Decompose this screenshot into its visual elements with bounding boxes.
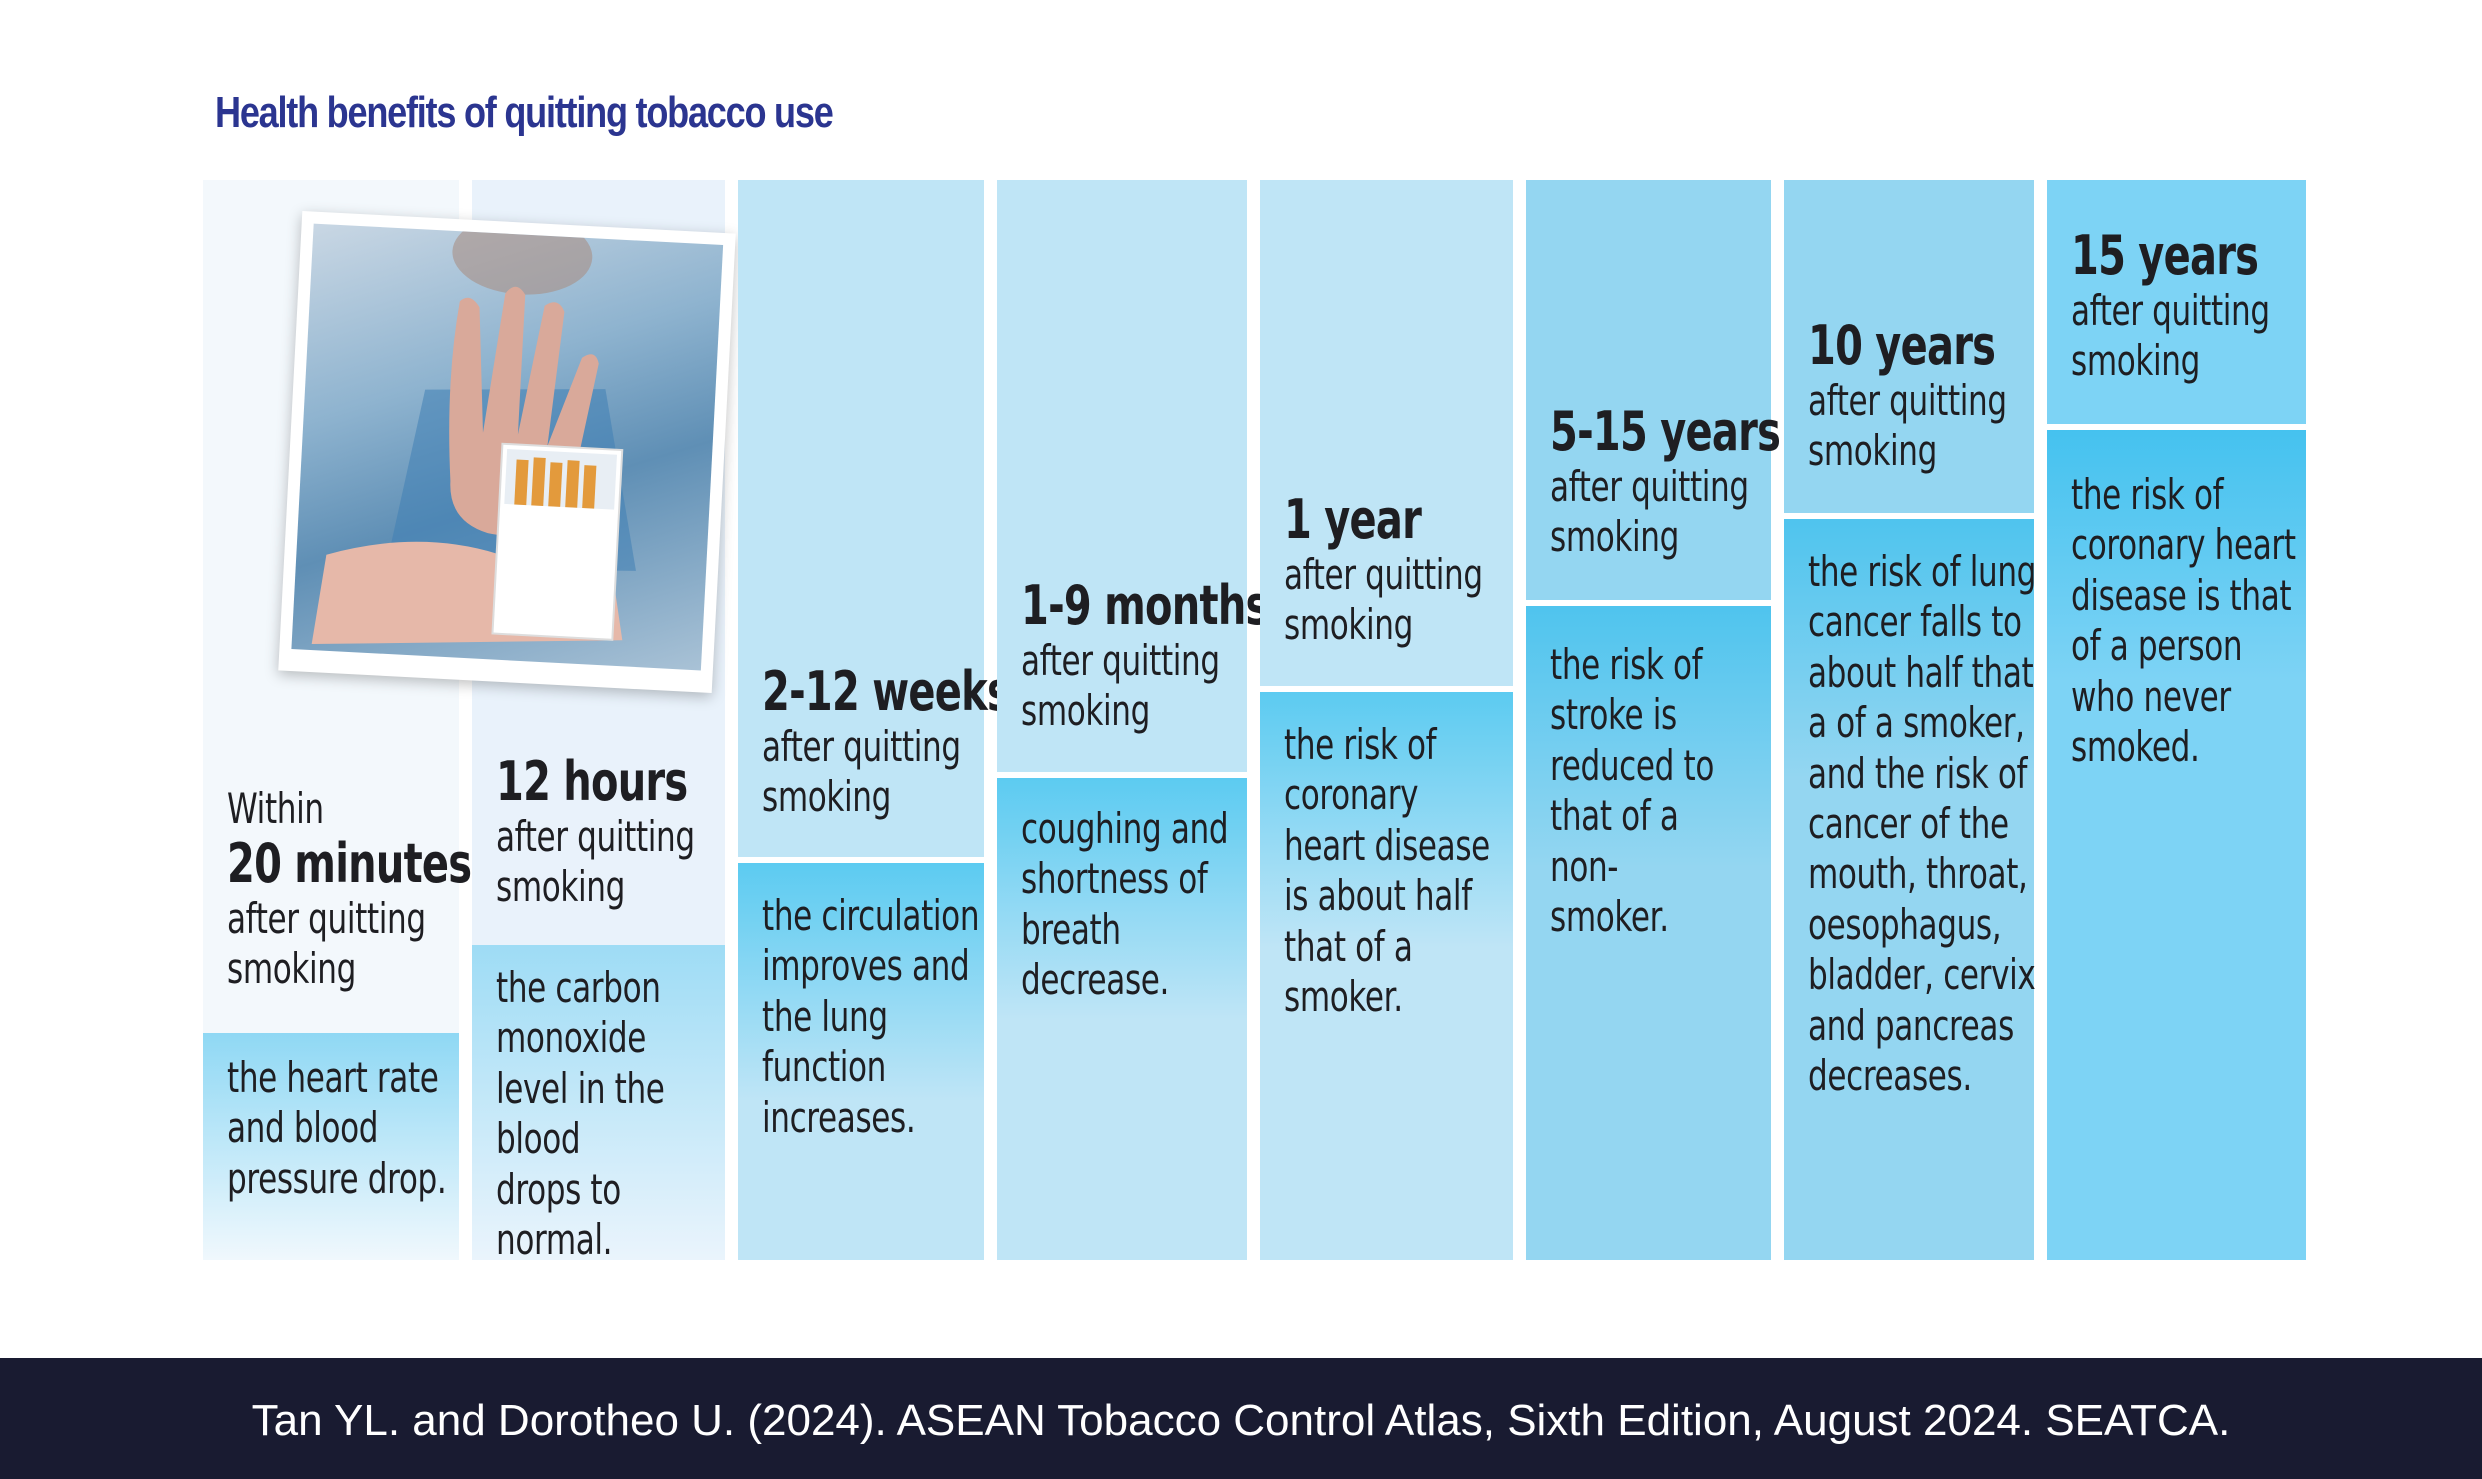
period-after: after quitting smoking (2071, 286, 2270, 386)
benefit-text: the heart rate and blood pressure drop. (227, 1053, 447, 1203)
benefit-text: the risk of lung cancer falls to about h… (1808, 547, 2037, 1100)
benefit-text: the circulation improves and the lung fu… (762, 891, 980, 1142)
period-label: 5-15 years (1550, 400, 1781, 463)
benefit-text: the risk of coronary heart disease is ab… (1284, 720, 1490, 1021)
benefit-box: the carbon monoxide level in the blood d… (472, 945, 725, 1264)
period-header: 5-15 years after quitting smoking (1526, 180, 1781, 600)
period-header: 15 years after quitting smoking (2047, 180, 2306, 424)
benefit-box: the risk of coronary heart disease is ab… (1260, 692, 1513, 1260)
period-after: after quitting smoking (1021, 636, 1220, 736)
timeline-column-1-year: 1 year after quitting smoking the risk o… (1260, 180, 1513, 1260)
period-header: 1 year after quitting smoking (1260, 180, 1513, 686)
benefit-text: the risk of coronary heart disease is th… (2071, 470, 2296, 771)
period-header: 1-9 months after quitting smoking (997, 180, 1269, 772)
source-citation: Tan YL. and Dorotheo U. (2024). ASEAN To… (251, 1396, 2231, 1445)
timeline-column-10-years: 10 years after quitting smoking the risk… (1784, 180, 2036, 1260)
infographic-title: Health benefits of quitting tobacco use (215, 88, 834, 137)
photo-illustration (311, 223, 636, 645)
period-label: 1-9 months (1021, 574, 1269, 637)
period-label: 2-12 weeks (762, 660, 1011, 723)
benefit-box: the heart rate and blood pressure drop. (203, 1033, 459, 1260)
period-label: 10 years (1808, 314, 1996, 377)
period-after: after quitting smoking (762, 722, 961, 822)
benefit-box: the risk of coronary heart disease is th… (2047, 430, 2306, 1260)
benefit-box: coughing and shortness of breath decreas… (997, 778, 1247, 1260)
timeline-column-2-12-weeks: 2-12 weeks after quitting smoking the ci… (738, 180, 1011, 1260)
period-after: after quitting smoking (227, 894, 426, 993)
benefit-text: coughing and shortness of breath decreas… (1021, 804, 1229, 1005)
period-after: after quitting smoking (1808, 376, 2007, 476)
source-footer: Tan YL. and Dorotheo U. (2024). ASEAN To… (0, 1358, 2482, 1479)
period-header: 2-12 weeks after quitting smoking (738, 180, 1011, 857)
period-after: after quitting smoking (1284, 550, 1483, 650)
period-after: after quitting smoking (1550, 462, 1749, 562)
period-label: 20 minutes (227, 831, 472, 895)
hand-refusing-cigarettes-photo (278, 210, 736, 694)
benefit-box: the circulation improves and the lung fu… (738, 863, 984, 1260)
period-prefix: Within (227, 784, 324, 833)
timeline-column-15-years: 15 years after quitting smoking the risk… (2047, 180, 2306, 1260)
period-header: 10 years after quitting smoking (1784, 180, 2034, 513)
timeline-column-5-15-years: 5-15 years after quitting smoking the ri… (1526, 180, 1781, 1260)
benefit-text: the carbon monoxide level in the blood d… (496, 963, 665, 1264)
period-label: 1 year (1284, 488, 1422, 551)
period-label: 12 hours (496, 750, 688, 813)
period-after: after quitting smoking (496, 812, 695, 912)
benefit-text: the risk of stroke is reduced to that of… (1550, 640, 1714, 941)
timeline-column-1-9-months: 1-9 months after quitting smoking coughi… (997, 180, 1269, 1260)
benefit-box: the risk of lung cancer falls to about h… (1784, 519, 2036, 1260)
benefit-box: the risk of stroke is reduced to that of… (1526, 606, 1771, 1260)
period-label: 15 years (2071, 224, 2259, 287)
